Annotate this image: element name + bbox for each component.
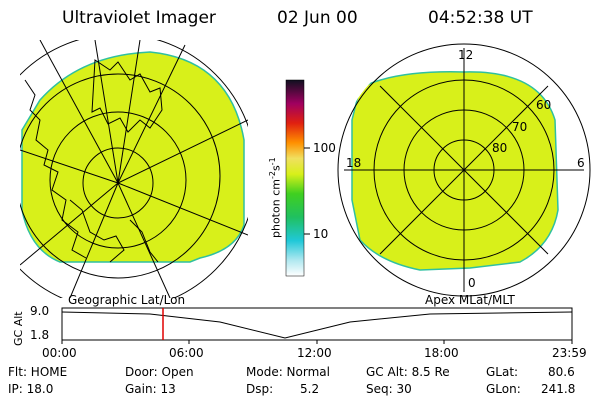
geographic-image — [20, 40, 248, 298]
gc-altitude: GC Alt: 8.5 Re — [366, 365, 450, 379]
date-label: 02 Jun 00 — [277, 8, 358, 28]
glon-value: 241.8 — [541, 382, 576, 396]
mlt-label-0: 0 — [468, 276, 476, 290]
dsp-value: 5.2 — [300, 382, 320, 396]
sequence-value: Seq: 30 — [366, 382, 412, 396]
ip-value: IP: 18.0 — [8, 382, 54, 396]
geo-meridian — [69, 182, 119, 298]
mlat-label-60: 60 — [536, 98, 552, 112]
geo-meridian — [117, 40, 141, 184]
color-bar — [285, 79, 305, 277]
instrument-title: Ultraviolet Imager — [62, 8, 216, 28]
geo-lat-circle — [20, 73, 221, 279]
geo-meridian — [94, 40, 119, 184]
door-status: Door: Open — [125, 365, 194, 379]
geo-image-fill — [21, 51, 245, 263]
coastline — [91, 59, 163, 133]
geo-meridian — [39, 40, 119, 184]
mlat-label-70: 70 — [512, 120, 528, 134]
glat-label: GLat: — [486, 365, 519, 379]
colorbar-tick-10: 10 — [313, 227, 329, 241]
geo-meridian — [117, 182, 171, 298]
coastline — [24, 79, 87, 259]
flight-status: Flt: HOME — [8, 365, 68, 379]
mlt-line-diag — [379, 85, 549, 255]
xtick-1800: 18:00 — [424, 346, 459, 360]
mode-value: Mode: Normal — [246, 365, 330, 379]
altitude-ytick-low: 1.8 — [30, 328, 50, 342]
geo-meridian — [117, 182, 248, 236]
glat-value: 80.6 — [548, 365, 575, 379]
color-scale — [285, 79, 310, 277]
altitude-ytick-high: 9.0 — [30, 304, 50, 318]
geographic-caption: Geographic Lat/Lon — [68, 293, 186, 307]
geo-meridian — [117, 119, 248, 184]
altitude-curve — [61, 311, 573, 339]
apex-image-fill — [351, 71, 559, 271]
mlt-label-18: 18 — [346, 156, 362, 170]
xtick-1200: 12:00 — [297, 346, 332, 360]
glon-label: GLon: — [486, 382, 521, 396]
xtick-2359: 23:59 — [552, 346, 587, 360]
apex-caption: Apex MLat/MLT — [425, 293, 515, 307]
geo-lat-circle — [49, 111, 187, 249]
geo-meridian — [117, 44, 186, 184]
colorbar-unit-label: photon cm-2s-1 — [268, 157, 283, 238]
coastline — [69, 199, 125, 263]
xtick-0000: 00:00 — [42, 346, 77, 360]
mlt-label-6: 6 — [577, 156, 585, 170]
geo-lat-circle — [82, 147, 154, 219]
apex-image — [337, 43, 591, 297]
dsp-label: Dsp: — [246, 382, 274, 396]
geo-meridian — [20, 149, 119, 184]
altitude-plot — [61, 307, 573, 344]
gain-value: Gain: 13 — [125, 382, 176, 396]
xtick-0600: 06:00 — [169, 346, 204, 360]
time-label: 04:52:38 UT — [428, 8, 533, 28]
geo-meridian — [20, 182, 119, 266]
altitude-ylabel: GC Alt — [12, 311, 25, 346]
coastline — [129, 219, 159, 263]
outer-boundary-circle — [337, 43, 591, 297]
colorbar-tick-100: 100 — [313, 141, 336, 155]
mlat-label-80: 80 — [492, 141, 508, 155]
mlt-label-12: 12 — [458, 48, 474, 62]
